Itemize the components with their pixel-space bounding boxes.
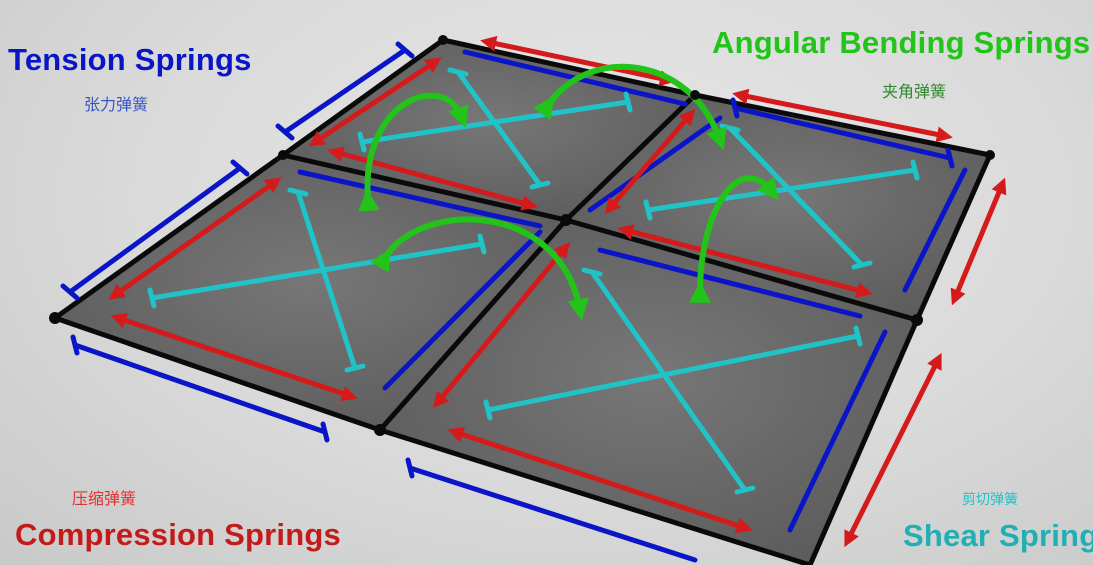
mass-point bbox=[278, 150, 288, 160]
mass-point bbox=[690, 90, 700, 100]
mass-point bbox=[560, 214, 572, 226]
mass-point bbox=[911, 314, 923, 326]
angular-bending-springs-subtitle: 夹角弹簧 bbox=[882, 84, 947, 101]
tension-springs-subtitle: 张力弹簧 bbox=[84, 97, 149, 114]
compression-spring bbox=[308, 57, 442, 147]
shear-spring bbox=[483, 325, 863, 421]
tension-springs-title: Tension Springs bbox=[8, 42, 252, 77]
compression-spring bbox=[447, 426, 753, 534]
mass-point bbox=[49, 312, 61, 324]
mass-points bbox=[49, 35, 995, 436]
compression-spring bbox=[732, 88, 953, 143]
compression-spring bbox=[480, 35, 676, 87]
mass-point bbox=[374, 424, 386, 436]
mass-point bbox=[985, 150, 995, 160]
angular-spring bbox=[358, 92, 469, 212]
angular-spring bbox=[370, 216, 589, 321]
compression-spring bbox=[108, 177, 282, 300]
compression-spring bbox=[950, 177, 1007, 306]
mass-point bbox=[438, 35, 448, 45]
shear-spring-subtitle: 剪切弹簧 bbox=[962, 491, 1018, 507]
angular-spring bbox=[689, 175, 779, 303]
angular-bending-springs bbox=[358, 63, 779, 321]
angular-spring bbox=[532, 63, 727, 151]
compression-springs-title: Compression Springs bbox=[15, 517, 341, 552]
shear-spring bbox=[287, 187, 366, 373]
compression-spring bbox=[844, 352, 942, 548]
compression-springs-subtitle: 压缩弹簧 bbox=[72, 491, 137, 508]
compression-spring bbox=[110, 312, 358, 402]
shear-spring bbox=[447, 67, 551, 190]
angular-bending-springs-title: Angular Bending Springs bbox=[712, 25, 1091, 60]
shear-spring-title: Shear Spring bbox=[903, 518, 1093, 553]
